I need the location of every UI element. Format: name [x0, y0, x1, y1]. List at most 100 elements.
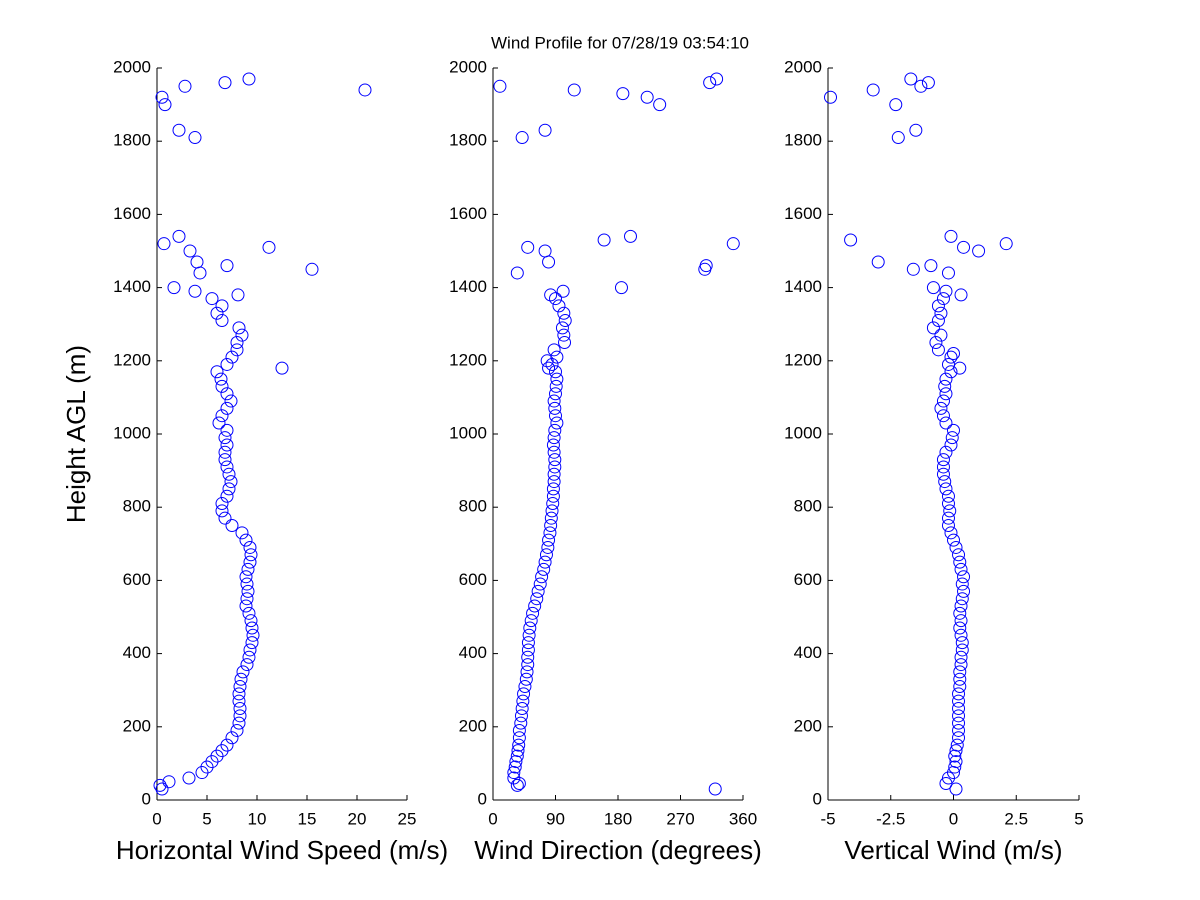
point [220, 460, 234, 474]
point [537, 562, 551, 576]
point [183, 244, 197, 258]
point [944, 526, 958, 540]
point [936, 292, 950, 306]
point [235, 328, 249, 342]
point [218, 453, 232, 467]
point [510, 778, 524, 792]
point [243, 643, 257, 657]
point [512, 723, 526, 737]
point [517, 687, 531, 701]
point [939, 445, 953, 459]
point [514, 716, 528, 730]
x-tick-label: 360 [729, 809, 757, 828]
point [931, 314, 945, 328]
point [934, 401, 948, 415]
x-tick-label: 25 [398, 809, 417, 828]
point [941, 511, 955, 525]
y-tick-label: 1600 [113, 204, 151, 223]
point [944, 438, 958, 452]
point [215, 497, 229, 511]
point [245, 636, 259, 650]
x-axis-label: Vertical Wind (m/s) [844, 835, 1062, 865]
y-tick-label: 2000 [449, 57, 487, 76]
point [507, 766, 521, 780]
point [546, 489, 560, 503]
point [914, 79, 928, 93]
x-tick-label: 2.5 [1004, 809, 1028, 828]
point [240, 658, 254, 672]
y-tick-label: 400 [123, 643, 151, 662]
point [224, 394, 238, 408]
point [955, 577, 969, 591]
point [233, 709, 247, 723]
y-tick-label: 1000 [449, 423, 487, 442]
x-tick-label: 0 [949, 809, 958, 828]
y-tick-label: 0 [478, 789, 487, 808]
point [936, 409, 950, 423]
point [949, 782, 963, 796]
point [544, 288, 558, 302]
point [549, 365, 562, 379]
point [545, 357, 559, 371]
point [939, 284, 953, 298]
point [225, 519, 239, 532]
point [941, 519, 955, 532]
point [542, 361, 556, 375]
point [953, 621, 967, 635]
point [220, 489, 234, 503]
point [614, 281, 628, 295]
point [305, 262, 319, 276]
point [949, 540, 963, 554]
point [947, 533, 960, 547]
point [162, 775, 176, 789]
point [550, 350, 564, 364]
point [182, 771, 196, 785]
point [220, 423, 234, 437]
point [552, 299, 566, 313]
point [926, 281, 940, 295]
point [215, 314, 229, 328]
point [549, 409, 562, 423]
point [939, 777, 953, 791]
point [220, 357, 234, 371]
point [936, 453, 950, 467]
point [957, 240, 971, 254]
point [544, 511, 558, 525]
point [242, 606, 256, 620]
point [234, 672, 248, 686]
point [210, 306, 224, 320]
point [557, 306, 571, 320]
point [941, 497, 955, 511]
y-tick-label: 1800 [784, 131, 822, 150]
point [244, 548, 258, 562]
point [538, 555, 552, 569]
point [215, 409, 229, 423]
point [232, 694, 246, 708]
point [954, 599, 968, 613]
point [726, 237, 740, 251]
x-tick-label: 5 [202, 809, 211, 828]
point [212, 416, 226, 430]
point [954, 288, 968, 302]
point [244, 614, 258, 628]
y-tick-label: 1200 [784, 350, 822, 369]
point [547, 467, 561, 481]
point [941, 489, 955, 503]
figure-title: Wind Profile for 07/28/19 03:54:10 [491, 33, 749, 52]
point [225, 350, 239, 364]
point [235, 526, 249, 540]
point [512, 738, 526, 752]
point [214, 372, 228, 386]
point [188, 131, 202, 145]
point [934, 328, 948, 342]
point [507, 771, 521, 785]
point [240, 577, 254, 591]
point [909, 123, 923, 137]
point [218, 431, 232, 445]
point [926, 321, 940, 335]
point [548, 401, 562, 415]
point [555, 321, 569, 335]
point [949, 755, 963, 769]
point [936, 394, 950, 408]
